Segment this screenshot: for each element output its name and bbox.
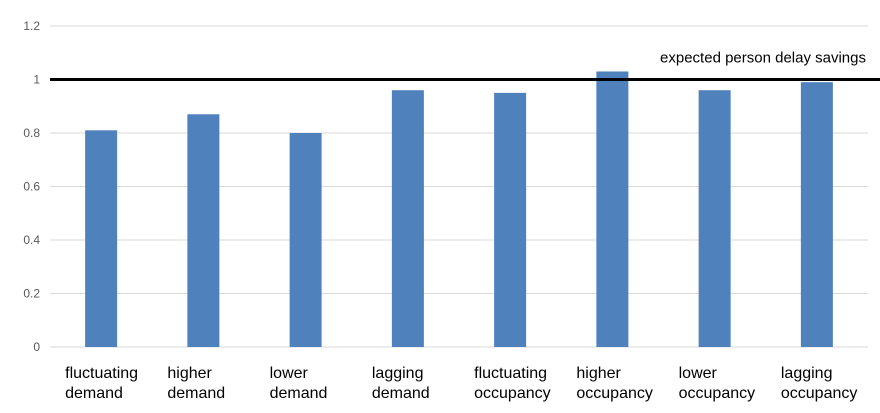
category-label-line: lower xyxy=(679,365,718,382)
bars xyxy=(85,71,833,348)
y-tick-label: 0.6 xyxy=(23,180,40,194)
category-label-line: occupancy xyxy=(576,385,653,402)
x-axis-category-labels: fluctuating demand higher demand lower demand… xyxy=(65,365,857,402)
category-label: lower demand xyxy=(270,365,328,402)
category-label: lower occupancy xyxy=(679,365,756,402)
category-label-line: occupancy xyxy=(474,385,551,402)
category-label-line: occupancy xyxy=(781,385,858,402)
bar xyxy=(289,133,322,347)
category-label: fluctuating demand xyxy=(65,365,138,402)
y-tick-label: 0.2 xyxy=(23,287,40,301)
category-label-line: fluctuating xyxy=(65,365,138,382)
bar xyxy=(494,92,527,347)
category-label-line: lower xyxy=(270,365,309,382)
y-tick-label: 0.4 xyxy=(23,233,40,247)
y-tick-label: 1 xyxy=(33,73,40,87)
category-label-line: lagging xyxy=(781,365,833,382)
reference-line-label: expected person delay savings xyxy=(660,50,866,67)
category-label: higher demand xyxy=(167,365,225,402)
category-label: lagging occupancy xyxy=(781,365,858,402)
category-label-line: demand xyxy=(372,385,430,402)
category-label-line: higher xyxy=(167,365,212,382)
category-label-line: fluctuating xyxy=(474,365,547,382)
y-axis-tick-labels: 0 0.2 0.4 0.6 0.8 1 1.2 xyxy=(23,19,40,354)
bar xyxy=(391,90,424,347)
y-tick-label: 0 xyxy=(33,340,40,354)
y-tick-label: 1.2 xyxy=(23,19,40,33)
bar xyxy=(596,71,629,347)
y-tick-label: 0.8 xyxy=(23,126,40,140)
gridlines xyxy=(50,25,868,348)
category-label: higher occupancy xyxy=(576,365,653,402)
reference-line-group: expected person delay savings xyxy=(50,50,880,81)
category-label-line: higher xyxy=(576,365,621,382)
bar xyxy=(698,90,731,347)
category-label-line: lagging xyxy=(372,365,424,382)
category-label-line: demand xyxy=(270,385,328,402)
category-label: lagging demand xyxy=(372,365,430,402)
bar xyxy=(187,114,220,348)
category-label-line: occupancy xyxy=(679,385,756,402)
bar xyxy=(85,130,118,347)
category-label-line: demand xyxy=(167,385,225,402)
category-label-line: demand xyxy=(65,385,123,402)
category-label: fluctuating occupancy xyxy=(474,365,551,402)
bar xyxy=(800,82,833,348)
